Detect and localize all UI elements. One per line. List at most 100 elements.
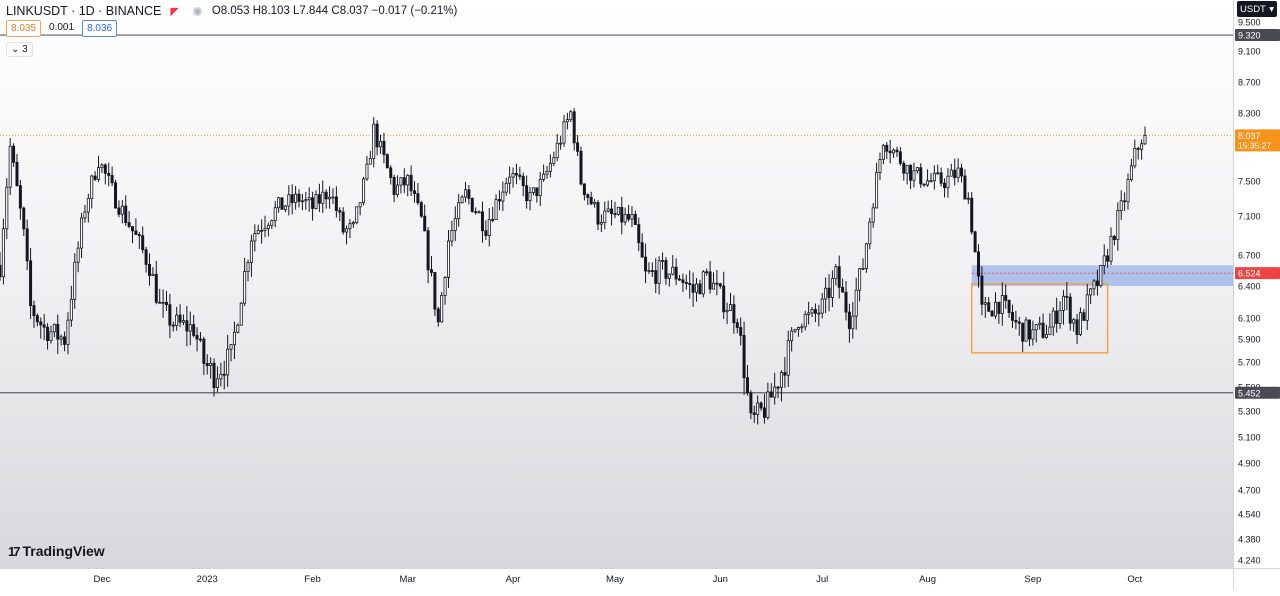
candle — [834, 264, 838, 286]
candle-body — [1058, 310, 1062, 324]
candle — [994, 292, 998, 320]
candle — [905, 164, 909, 185]
candle — [960, 163, 964, 183]
buy-price-button[interactable]: 8.036 — [82, 20, 118, 37]
candle-body — [209, 362, 213, 366]
time-tick-label: Jun — [713, 574, 728, 585]
candle-body — [399, 177, 403, 186]
currency-selector[interactable]: USDT ▾ — [1237, 1, 1277, 17]
candle-body — [127, 222, 131, 227]
candle — [266, 222, 270, 237]
resistance-zone — [971, 265, 1233, 286]
candle — [1123, 192, 1127, 211]
candle — [1072, 317, 1076, 332]
candle-body — [484, 230, 488, 236]
candle — [25, 219, 29, 271]
candle-body — [504, 182, 508, 193]
candle — [817, 304, 821, 327]
candle — [990, 309, 994, 317]
candle-body — [147, 264, 151, 276]
candle-body — [970, 197, 974, 233]
candle-body — [728, 304, 732, 311]
candle — [565, 112, 569, 130]
flag-icon[interactable]: ◤ — [170, 5, 179, 18]
candle-body — [858, 268, 862, 291]
candle-body — [599, 222, 603, 225]
candle-body — [752, 412, 756, 415]
time-tick-label: Oct — [1127, 574, 1142, 585]
candle-body — [290, 194, 294, 204]
candle-body — [759, 402, 763, 409]
candle — [1024, 317, 1028, 342]
candle — [756, 395, 760, 425]
candle-body — [878, 159, 882, 173]
candle-body — [266, 224, 270, 229]
candle-body — [773, 386, 777, 398]
candle — [620, 196, 624, 235]
candle-body — [59, 336, 63, 340]
candle-body — [650, 270, 654, 272]
candle — [164, 290, 168, 311]
candle-body — [1126, 179, 1130, 203]
time-tick-label: Apr — [506, 574, 521, 585]
candle-body — [712, 282, 716, 290]
candle — [854, 277, 858, 330]
candle-body — [779, 372, 783, 388]
candle-body — [664, 260, 668, 279]
candle-body — [433, 272, 437, 310]
candle — [341, 207, 345, 235]
candlestick-chart[interactable] — [0, 0, 1233, 568]
time-axis[interactable]: Dec 2023 Feb Mar Apr May Jun Jul Aug Sep Oct — [0, 568, 1233, 590]
candle — [348, 219, 352, 239]
candle-body — [678, 278, 682, 281]
candle — [409, 165, 413, 197]
candle — [504, 177, 508, 196]
candle-body — [29, 260, 33, 306]
candle-body — [175, 314, 179, 326]
axis-settings-corner[interactable] — [1233, 568, 1280, 590]
candle — [12, 143, 16, 167]
candle — [229, 344, 233, 362]
chart-plot-area[interactable]: LINKUSDT · 1D · BINANCE ◤ O8.053 H8.103 … — [0, 0, 1233, 568]
candle — [178, 304, 182, 328]
candle-body — [637, 224, 641, 244]
candle-body — [915, 167, 919, 172]
indicators-toggle-button[interactable]: ⌄ 3 — [6, 42, 33, 57]
candle-body — [341, 211, 345, 233]
candle — [487, 208, 491, 247]
candle — [1075, 313, 1079, 344]
candle — [552, 151, 556, 167]
candle-body — [117, 207, 121, 215]
last-price-marker-label: 8.037 — [1238, 131, 1261, 141]
candle — [100, 163, 104, 174]
candle-body — [362, 178, 366, 204]
candle-body — [572, 111, 576, 144]
price-axis[interactable]: 9.5009.1008.7008.3007.9007.5007.1006.700… — [1233, 0, 1280, 568]
candle-body — [1072, 319, 1076, 324]
candle-body — [1078, 312, 1082, 335]
candle-body — [990, 310, 994, 317]
price-tick-label: 8.700 — [1238, 78, 1261, 88]
candle — [603, 201, 607, 230]
sell-price-button[interactable]: 8.035 — [6, 20, 42, 37]
candle-body — [358, 202, 362, 208]
candle-body — [552, 157, 556, 164]
candle — [457, 194, 461, 227]
candle — [368, 150, 372, 165]
time-tick-label: Aug — [919, 574, 936, 585]
candle — [1082, 309, 1086, 322]
candle — [1034, 324, 1038, 343]
symbol-title[interactable]: LINKUSDT · 1D · BINANCE — [6, 4, 162, 18]
candle — [953, 158, 957, 186]
candle-body — [457, 202, 461, 219]
tradingview-logo[interactable]: 17 TradingView — [8, 543, 105, 559]
candle — [623, 207, 627, 226]
candle — [922, 183, 926, 187]
candle-body — [749, 392, 753, 414]
candle-body — [368, 158, 372, 165]
candle — [576, 135, 580, 156]
candle — [205, 354, 209, 375]
candle-body — [769, 391, 773, 398]
candle-body — [39, 321, 43, 326]
candle-body — [742, 334, 746, 379]
